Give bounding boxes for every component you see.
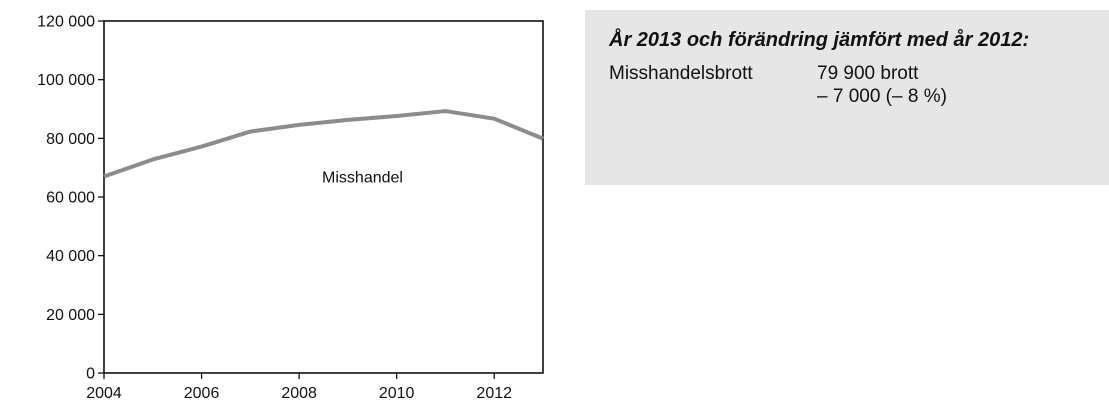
- y-tick-label: 60 000: [46, 190, 95, 207]
- x-tick-label: 2004: [86, 385, 122, 402]
- summary-row: Misshandelsbrott 79 900 brott – 7 000 (–…: [609, 62, 1089, 108]
- summary-box: År 2013 och förändring jämfört med år 20…: [585, 10, 1109, 185]
- y-axis-ticks: 0 20 000 40 000 60 000 80 000 100 000 120 000: [37, 14, 104, 383]
- x-tick-label: 2006: [184, 385, 220, 402]
- x-tick-label: 2012: [476, 385, 512, 402]
- summary-label: Misshandelsbrott: [609, 62, 817, 108]
- x-tick-label: 2010: [379, 385, 415, 402]
- y-tick-label: 40 000: [46, 248, 95, 265]
- y-tick-label: 20 000: [46, 307, 95, 324]
- x-axis-ticks: 2004 2006 2008 2010 2012: [86, 373, 512, 402]
- y-tick-label: 100 000: [37, 72, 95, 89]
- summary-change: – 7 000 (– 8 %): [817, 85, 947, 108]
- series-group: [104, 111, 543, 176]
- y-tick-label: 0: [86, 366, 95, 383]
- series-annotation: Misshandel: [322, 169, 403, 186]
- summary-title: År 2013 och förändring jämfört med år 20…: [609, 28, 1089, 53]
- plot-area-frame: [104, 21, 543, 373]
- y-tick-label: 80 000: [46, 131, 95, 148]
- summary-value: 79 900 brott: [817, 62, 947, 85]
- y-tick-label: 120 000: [37, 14, 95, 31]
- x-tick-label: 2008: [281, 385, 317, 402]
- summary-values: 79 900 brott – 7 000 (– 8 %): [817, 62, 947, 108]
- series-line: [104, 111, 543, 176]
